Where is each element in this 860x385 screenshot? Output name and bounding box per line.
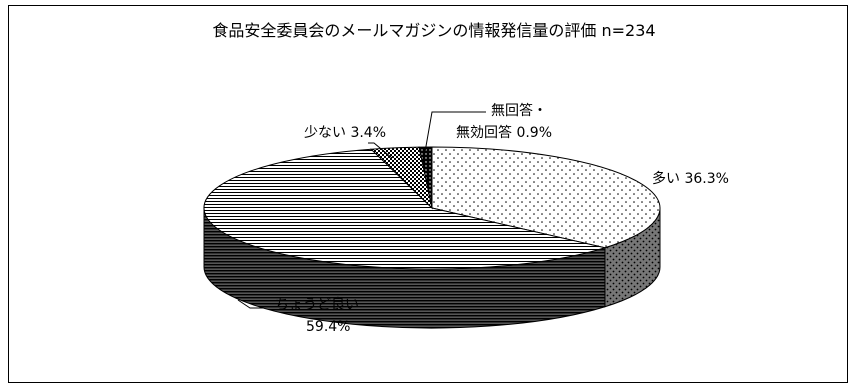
label-just-right: ちょうど良い	[275, 297, 359, 313]
leader-line-0	[368, 142, 393, 159]
label-few: 少ない 3.4%	[304, 125, 386, 141]
label-just-right-value: 59.4%	[306, 319, 350, 335]
label-many: 多い 36.3%	[652, 170, 729, 187]
leader-line-1	[424, 111, 486, 153]
label-no-answer-1: 無回答・	[491, 102, 547, 119]
leader-lines	[237, 111, 486, 309]
label-no-answer-2: 無効回答 0.9%	[456, 124, 552, 141]
pie-sides	[203, 207, 661, 329]
pie-slice-0	[431, 146, 661, 249]
chart-title: 食品安全委員会のメールマガジンの情報発信量の評価 n=234	[212, 21, 655, 40]
pie-slice-1	[203, 148, 607, 270]
pie-tops	[203, 146, 661, 270]
leader-line-2	[237, 299, 263, 309]
